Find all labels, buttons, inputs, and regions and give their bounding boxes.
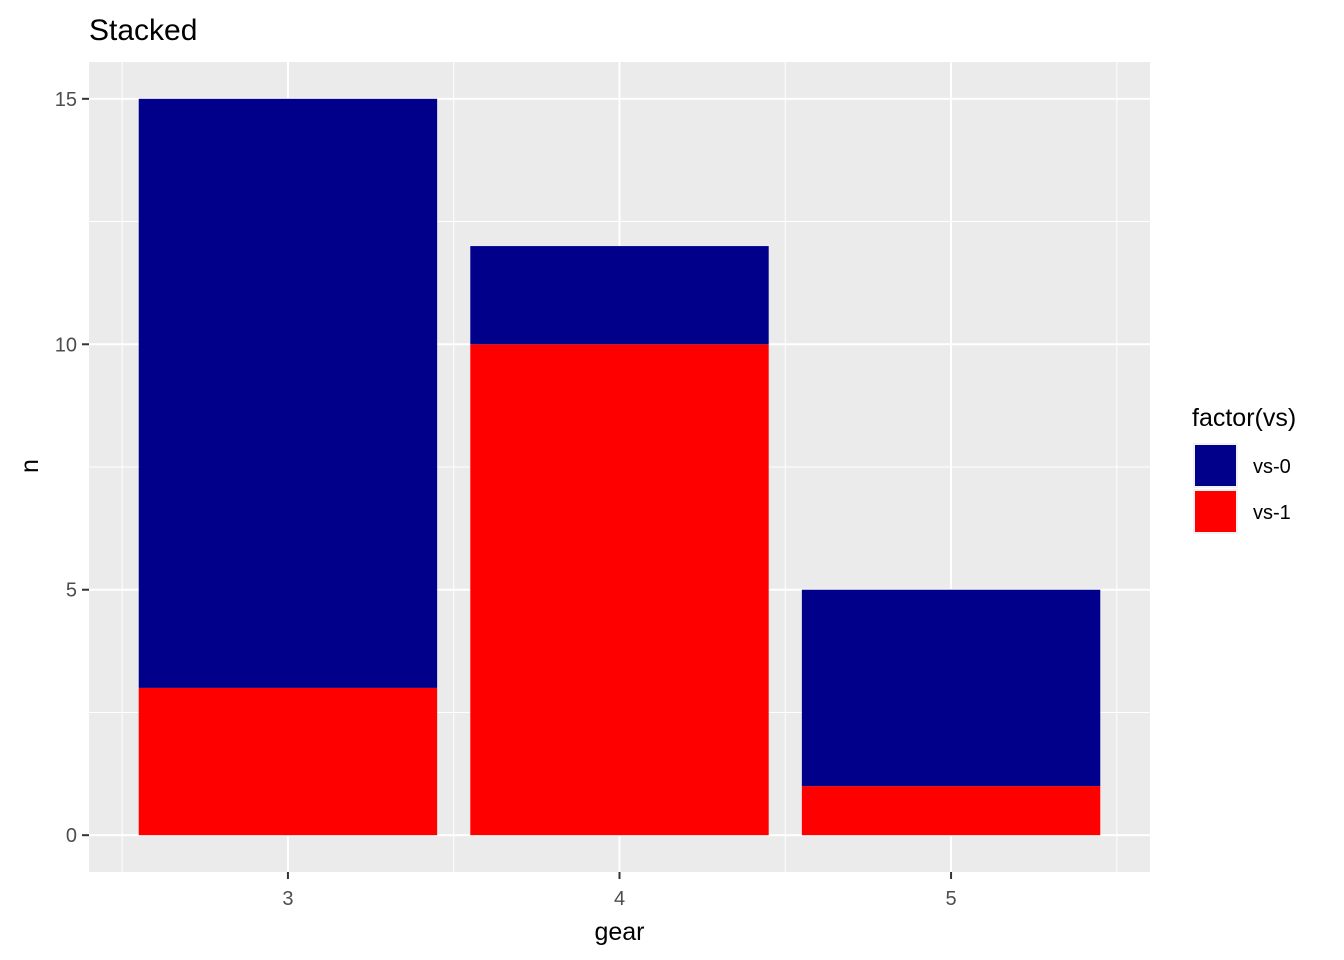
x-axis-title: gear xyxy=(594,918,644,946)
bar-vs-1-gear-3 xyxy=(138,687,438,836)
legend: factor(vs) vs-0 vs-1 xyxy=(1192,404,1296,534)
y-tick-label: 5 xyxy=(66,580,77,602)
legend-label-vs-1: vs-1 xyxy=(1253,502,1291,524)
bar-vs-1-gear-4 xyxy=(470,344,769,836)
legend-title: factor(vs) xyxy=(1192,404,1296,432)
legend-label-vs-0: vs-0 xyxy=(1253,456,1291,478)
x-tick-label: 3 xyxy=(282,888,293,910)
chart-title: Stacked xyxy=(89,14,197,47)
bar-vs-0-gear-5 xyxy=(801,589,1101,787)
legend-swatch-vs-1 xyxy=(1195,491,1236,532)
bar-vs-0-gear-4 xyxy=(470,246,769,345)
bar-vs-0-gear-3 xyxy=(138,98,438,688)
y-axis: 0 5 10 15 xyxy=(55,89,89,847)
x-tick-label: 5 xyxy=(946,888,957,910)
bar-vs-1-gear-5 xyxy=(801,786,1101,836)
y-tick-label: 10 xyxy=(55,334,77,356)
y-tick-label: 15 xyxy=(55,89,77,111)
bars xyxy=(138,98,1101,836)
y-tick-label: 0 xyxy=(66,825,77,847)
x-axis: 3 4 5 xyxy=(282,872,957,910)
x-tick-label: 4 xyxy=(614,888,625,910)
legend-swatch-vs-0 xyxy=(1195,445,1236,486)
y-axis-title: n xyxy=(16,459,44,473)
